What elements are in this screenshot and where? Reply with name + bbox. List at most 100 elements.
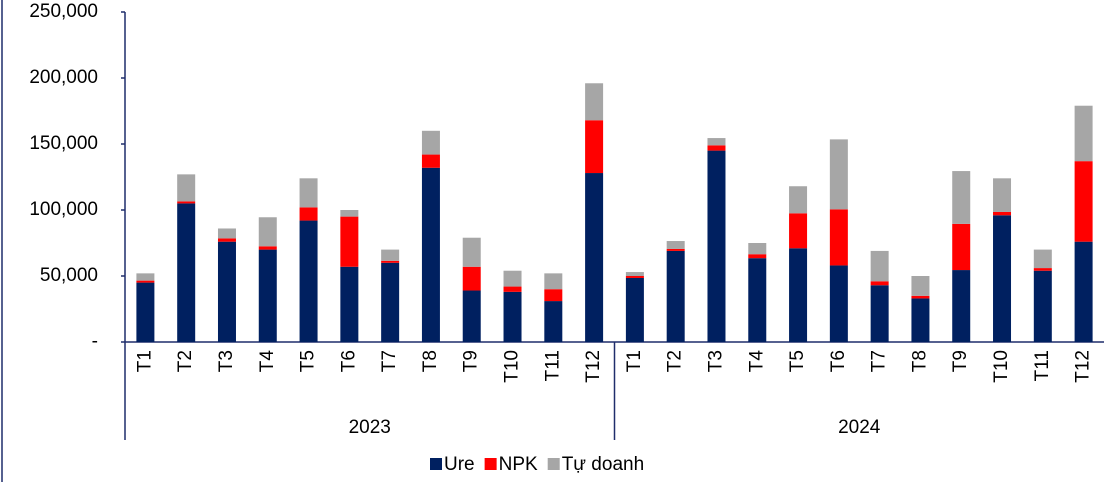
bar-segment bbox=[462, 266, 481, 291]
bar-segment bbox=[503, 270, 522, 287]
y-tick-label: 150,000 bbox=[29, 133, 98, 154]
y-tick-label: 100,000 bbox=[29, 199, 98, 220]
legend-label: Tự doanh bbox=[562, 454, 644, 475]
bar-segment bbox=[952, 270, 971, 342]
x-tick-label: T9 bbox=[950, 350, 971, 372]
x-tick-label: T4 bbox=[746, 350, 767, 373]
bar-segment bbox=[707, 145, 726, 151]
y-tick-label: 50,000 bbox=[40, 265, 98, 286]
x-tick-label: T2 bbox=[665, 350, 686, 372]
bar-segment bbox=[870, 281, 889, 286]
bar-segment bbox=[1074, 161, 1093, 242]
group-label: 2024 bbox=[838, 417, 881, 438]
x-tick-label: T6 bbox=[828, 350, 849, 372]
bar-segment bbox=[340, 216, 359, 267]
bar-segment bbox=[299, 207, 318, 221]
bar-segment bbox=[870, 250, 889, 282]
bar-segment bbox=[258, 246, 277, 250]
legend-label: NPK bbox=[499, 454, 538, 475]
x-tick-label: T11 bbox=[542, 350, 563, 381]
bar-segment bbox=[952, 223, 971, 271]
x-tick-label: T11 bbox=[1032, 350, 1053, 381]
bar-segment bbox=[625, 277, 644, 342]
bar-segment bbox=[1074, 241, 1093, 342]
y-tick-label: 250,000 bbox=[29, 1, 98, 22]
bar-segment bbox=[911, 276, 930, 296]
x-tick-label: T3 bbox=[216, 350, 237, 372]
legend-swatch bbox=[547, 458, 560, 470]
bar-segment bbox=[217, 241, 236, 342]
x-tick-label: T12 bbox=[583, 350, 604, 383]
bar-segment bbox=[707, 138, 726, 146]
x-tick-label: T1 bbox=[134, 350, 155, 372]
x-tick-label: T10 bbox=[502, 350, 523, 383]
bar-segment bbox=[789, 248, 808, 342]
bar-segment bbox=[258, 217, 277, 247]
bar-segment bbox=[748, 254, 767, 259]
bar-segment bbox=[829, 139, 848, 210]
bar-segment bbox=[748, 258, 767, 342]
bar-segment bbox=[136, 280, 155, 283]
bar-segment bbox=[625, 272, 644, 276]
bar-segment bbox=[136, 273, 155, 281]
x-tick-label: T3 bbox=[705, 350, 726, 372]
bar-segment bbox=[462, 237, 481, 267]
x-tick-label: T9 bbox=[461, 350, 482, 372]
bar-segment bbox=[421, 167, 440, 342]
x-tick-label: T5 bbox=[298, 350, 319, 372]
x-tick-label: T8 bbox=[909, 350, 930, 372]
bar-segment bbox=[217, 228, 236, 239]
bar-segment bbox=[666, 250, 685, 342]
bar-segment bbox=[340, 266, 359, 342]
bar-segment bbox=[666, 241, 685, 249]
bar-segment bbox=[381, 260, 400, 263]
bar-segment bbox=[340, 210, 359, 217]
bar-segment bbox=[829, 209, 848, 266]
x-tick-label: T5 bbox=[787, 350, 808, 372]
bar-segment bbox=[177, 203, 196, 342]
bar-segment bbox=[503, 291, 522, 342]
bar-segment bbox=[789, 213, 808, 249]
bar-segment bbox=[748, 243, 767, 255]
x-tick-label: T7 bbox=[379, 350, 400, 372]
legend-swatch bbox=[430, 458, 442, 470]
legend-label: Ure bbox=[444, 454, 475, 475]
bar-segment bbox=[544, 273, 563, 290]
bar-segment bbox=[544, 301, 563, 342]
bar-segment bbox=[299, 220, 318, 342]
bar-segment bbox=[911, 295, 930, 299]
bar-segment bbox=[462, 290, 481, 342]
bar-segment bbox=[544, 289, 563, 302]
bar-segment bbox=[585, 173, 604, 342]
bar-segment bbox=[789, 186, 808, 214]
bar-segment bbox=[829, 265, 848, 342]
legend-swatch bbox=[484, 458, 497, 470]
bar-segment bbox=[177, 174, 196, 202]
bar-segment bbox=[911, 298, 930, 342]
bar-segment bbox=[136, 282, 155, 342]
bar-segment bbox=[421, 130, 440, 155]
bar-segment bbox=[503, 286, 522, 292]
bar-segment bbox=[952, 171, 971, 224]
x-tick-label: T6 bbox=[338, 350, 359, 372]
bar-segment bbox=[1074, 105, 1093, 162]
group-label: 2023 bbox=[349, 417, 391, 438]
bar-segment bbox=[421, 154, 440, 168]
y-tick-label: 200,000 bbox=[29, 67, 98, 88]
bar-segment bbox=[1033, 270, 1052, 342]
bar-segment bbox=[381, 262, 400, 342]
bar-segment bbox=[993, 215, 1012, 342]
y-tick-label: - bbox=[92, 331, 98, 352]
bar-segment bbox=[258, 249, 277, 342]
bar-segment bbox=[217, 238, 236, 242]
bar-segment bbox=[625, 276, 644, 278]
bar-segment bbox=[585, 120, 604, 174]
x-tick-label: T7 bbox=[869, 350, 890, 372]
bar-segment bbox=[666, 248, 685, 251]
x-tick-label: T1 bbox=[624, 350, 645, 372]
bar-segment bbox=[177, 201, 196, 204]
x-tick-label: T4 bbox=[257, 350, 278, 373]
bar-segment bbox=[381, 249, 400, 261]
bar-segment bbox=[585, 83, 604, 121]
